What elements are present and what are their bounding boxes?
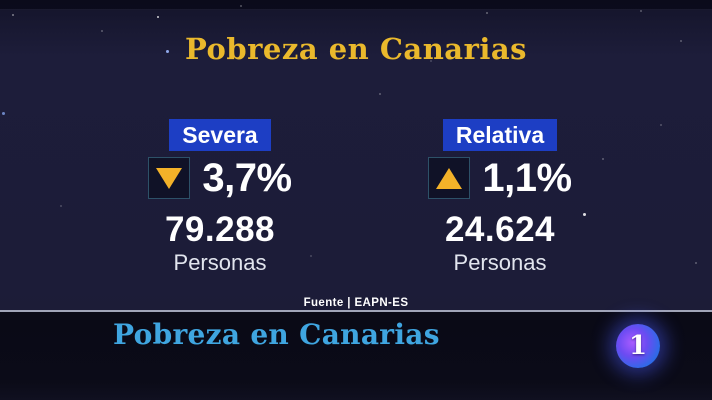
star [583, 213, 586, 216]
triangle-up-icon [436, 167, 463, 189]
count-value: 24.624 [444, 210, 556, 249]
star [310, 255, 312, 257]
source-credit: Fuente | EAPN-ES [303, 297, 409, 309]
trend-indicator-box [428, 157, 471, 199]
star [695, 262, 697, 264]
count-value: 79.288 [164, 210, 276, 249]
star [157, 16, 159, 18]
star [486, 12, 488, 14]
count-unit: Personas [453, 250, 547, 275]
page-title: Pobreza en Canarias [184, 32, 528, 66]
star [12, 14, 14, 16]
star [60, 205, 62, 207]
la1-channel-logo: 1 [616, 324, 660, 368]
lower-third-title: Pobreza en Canarias [113, 318, 440, 351]
star [379, 93, 381, 95]
trend-indicator-box [148, 157, 191, 199]
star [602, 158, 604, 160]
stat-label-severa: Severa [169, 119, 271, 151]
stat-column-relativa: Relativa 1,1% 24.624 Personas [428, 119, 572, 275]
percent-value: 3,7% [202, 156, 292, 200]
star [101, 30, 103, 32]
triangle-down-icon [156, 167, 183, 189]
count-unit: Personas [173, 250, 267, 275]
trend-row: 3,7% [148, 156, 292, 200]
star [660, 124, 662, 126]
star [640, 10, 642, 12]
logo-digit: 1 [628, 331, 648, 361]
star [2, 112, 5, 115]
trend-row: 1,1% [428, 156, 572, 200]
divider-line [0, 310, 712, 312]
percent-value: 1,1% [482, 156, 572, 200]
stat-label-relativa: Relativa [442, 119, 558, 151]
top-band [0, 0, 712, 10]
lower-third-banner: Pobreza en Canarias 1 [0, 312, 712, 400]
stat-column-severa: Severa 3,7% 79.288 Personas [148, 119, 292, 275]
